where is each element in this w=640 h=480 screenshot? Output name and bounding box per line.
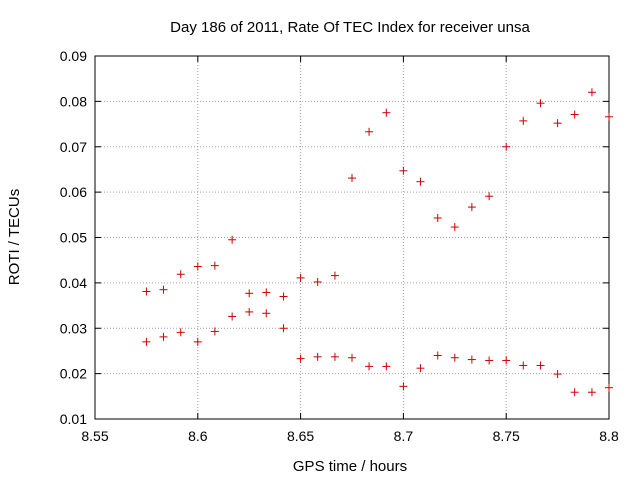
data-point bbox=[433, 213, 442, 222]
data-point bbox=[228, 235, 237, 244]
data-point bbox=[142, 287, 151, 296]
y-tick-label: 0.02 bbox=[60, 366, 87, 382]
data-point bbox=[245, 307, 254, 316]
data-point bbox=[365, 362, 374, 371]
data-point bbox=[279, 292, 288, 301]
y-tick-label: 0.01 bbox=[60, 411, 87, 427]
data-point bbox=[536, 99, 545, 108]
data-point bbox=[210, 327, 219, 336]
data-point bbox=[279, 324, 288, 333]
data-point bbox=[416, 177, 425, 186]
data-point bbox=[348, 174, 356, 183]
data-point bbox=[330, 271, 339, 280]
y-tick-label: 0.06 bbox=[60, 184, 87, 200]
data-point bbox=[485, 192, 494, 201]
data-point bbox=[330, 352, 339, 361]
point-layer bbox=[142, 88, 613, 397]
data-point bbox=[587, 88, 596, 97]
data-point bbox=[605, 112, 613, 121]
x-tick-label: 8.7 bbox=[394, 428, 414, 444]
data-point bbox=[450, 223, 459, 232]
x-tick-label: 8.55 bbox=[81, 428, 108, 444]
data-point bbox=[142, 337, 151, 346]
data-point bbox=[536, 361, 545, 370]
x-tick-label: 8.75 bbox=[493, 428, 520, 444]
data-point bbox=[570, 110, 579, 119]
data-point bbox=[399, 166, 408, 175]
x-tick-label: 8.6 bbox=[188, 428, 208, 444]
data-point bbox=[570, 388, 579, 397]
data-point bbox=[296, 354, 305, 363]
data-point bbox=[382, 108, 391, 117]
data-point bbox=[193, 262, 202, 271]
data-point bbox=[399, 382, 408, 391]
x-axis-label: GPS time / hours bbox=[293, 458, 407, 475]
y-axis-label: ROTI / TECUs bbox=[6, 189, 23, 285]
x-tick-label: 8.8 bbox=[599, 428, 619, 444]
data-point bbox=[605, 383, 613, 392]
data-point bbox=[176, 328, 185, 337]
data-point bbox=[450, 353, 459, 362]
data-point bbox=[245, 289, 254, 298]
data-point bbox=[519, 361, 528, 370]
data-point bbox=[365, 127, 374, 136]
y-tick-label: 0.07 bbox=[60, 139, 87, 155]
data-point bbox=[553, 370, 562, 379]
x-tick-label: 8.65 bbox=[287, 428, 314, 444]
data-point bbox=[502, 142, 511, 151]
data-point bbox=[193, 337, 202, 346]
data-point bbox=[485, 356, 494, 365]
data-point bbox=[348, 353, 356, 362]
data-point bbox=[228, 312, 237, 321]
data-point bbox=[176, 270, 185, 279]
data-point bbox=[467, 355, 476, 364]
data-point bbox=[313, 277, 322, 286]
data-point bbox=[210, 261, 219, 270]
y-tick-label: 0.05 bbox=[60, 230, 87, 246]
plot-frame bbox=[94, 55, 610, 420]
y-tick-label: 0.03 bbox=[60, 320, 87, 336]
data-point bbox=[467, 203, 476, 212]
data-point bbox=[416, 364, 425, 373]
data-point bbox=[502, 356, 511, 365]
data-point bbox=[382, 362, 391, 371]
data-point bbox=[553, 119, 562, 128]
y-tick-label: 0.04 bbox=[60, 275, 87, 291]
data-point bbox=[433, 351, 442, 360]
grid-layer bbox=[95, 56, 609, 419]
data-point bbox=[159, 332, 168, 341]
data-point bbox=[519, 116, 528, 125]
data-point bbox=[313, 352, 322, 361]
data-point bbox=[262, 288, 271, 297]
data-point bbox=[159, 285, 168, 294]
y-tick-label: 0.09 bbox=[60, 48, 87, 64]
data-point bbox=[262, 309, 271, 318]
data-point bbox=[587, 388, 596, 397]
data-point bbox=[296, 273, 305, 282]
y-tick-label: 0.08 bbox=[60, 93, 87, 109]
chart-title: Day 186 of 2011, Rate Of TEC Index for r… bbox=[170, 19, 530, 36]
tick-layer: 8.55 8.6 8.65 8.7 8.75 8.8 0.01 0.02 0.03 0.04 0.0… bbox=[60, 48, 619, 444]
